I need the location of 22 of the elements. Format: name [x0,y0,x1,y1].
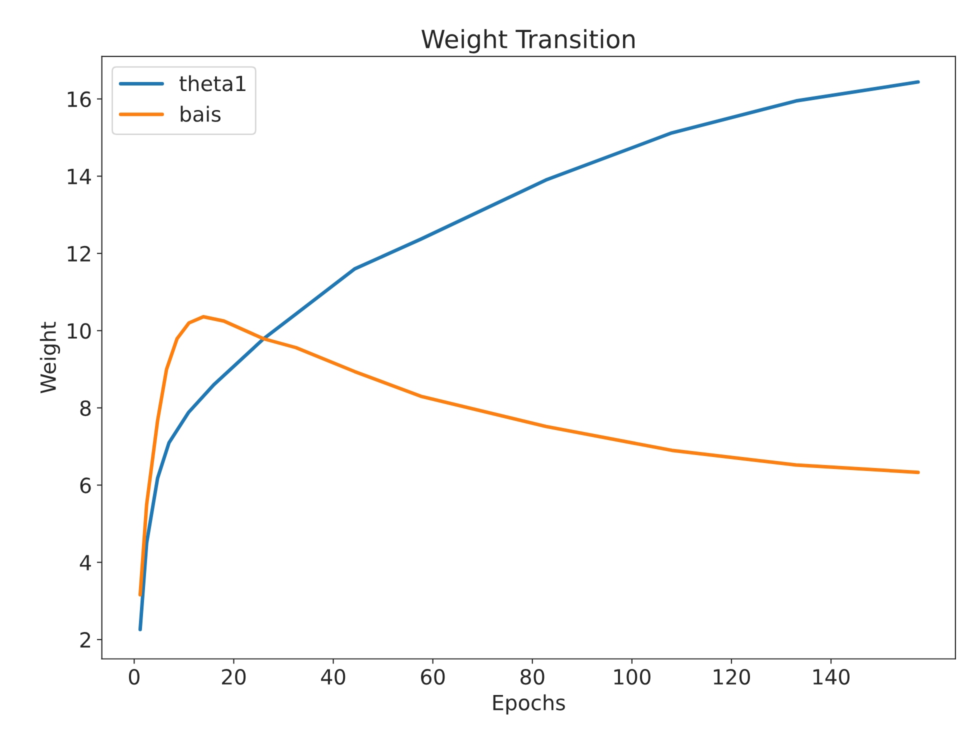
x-tick-label: 60 [421,668,445,685]
line-series [138,315,920,597]
y-tick-label: 14 [68,168,91,184]
y-tick-label: 16 [68,91,91,108]
y-tick-label: 12 [68,246,90,262]
x-tick-label: 120 [714,668,750,685]
x-axis-title: Epochs [493,694,565,714]
legend-label: theta1 [179,75,246,92]
y-axis-title: Weight [40,322,60,394]
x-tick-label: 0 [128,668,140,685]
chart-title: Weight Transition [422,29,634,54]
y-tick-label: 6 [80,478,91,494]
y-tick-label: 4 [80,555,91,570]
x-tick-label: 100 [614,668,650,685]
x-tick-label: 80 [520,668,544,685]
x-tick-label: 20 [222,668,246,685]
y-tick-label: 8 [80,400,91,416]
x-tick-label: 40 [321,668,346,685]
x-tick-label: 140 [813,668,850,685]
y-tick-label: 10 [68,323,91,339]
legend-label: bais [180,106,221,122]
y-tick-label: 2 [80,632,90,648]
